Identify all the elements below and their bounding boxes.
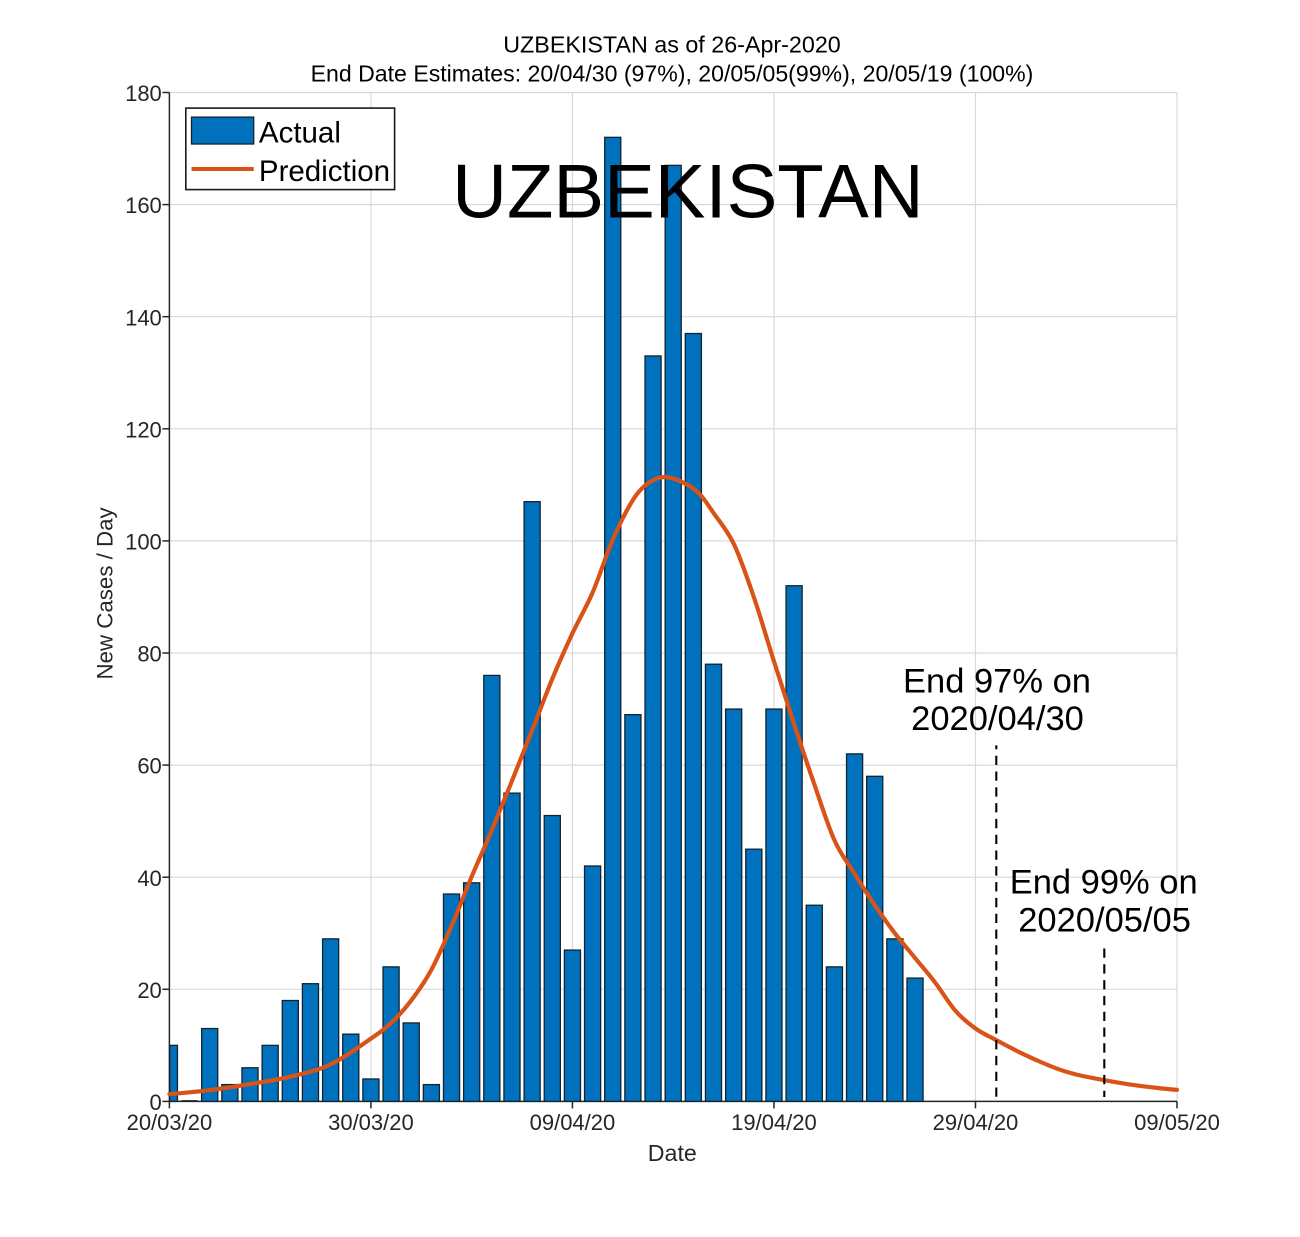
svg-text:End 99% on: End 99% on [1010,864,1198,902]
svg-text:09/05/20: 09/05/20 [1134,1110,1220,1135]
svg-text:2020/04/30: 2020/04/30 [911,700,1084,738]
svg-text:29/04/20: 29/04/20 [933,1110,1019,1135]
svg-text:80: 80 [137,642,161,667]
svg-text:140: 140 [125,305,162,330]
svg-text:End Date Estimates: 20/04/30 (: End Date Estimates: 20/04/30 (97%), 20/0… [311,60,1034,86]
svg-text:0: 0 [150,1090,162,1115]
svg-text:09/04/20: 09/04/20 [530,1110,616,1135]
svg-text:Date: Date [648,1140,697,1166]
svg-text:20/03/20: 20/03/20 [127,1110,213,1135]
svg-text:20: 20 [137,978,161,1003]
svg-text:Prediction: Prediction [259,155,390,188]
svg-text:180: 180 [125,81,162,106]
svg-text:Actual: Actual [259,117,341,150]
svg-text:2020/05/05: 2020/05/05 [1018,902,1191,940]
svg-text:120: 120 [125,417,162,442]
svg-text:19/04/20: 19/04/20 [731,1110,817,1135]
svg-text:40: 40 [137,866,161,891]
svg-text:End 97% on: End 97% on [903,663,1091,701]
svg-text:New Cases / Day: New Cases / Day [93,506,118,679]
svg-text:30/03/20: 30/03/20 [328,1110,414,1135]
svg-text:UZBEKISTAN as of 26-Apr-2020: UZBEKISTAN as of 26-Apr-2020 [503,32,841,58]
svg-text:UZBEKISTAN: UZBEKISTAN [452,150,924,235]
svg-text:100: 100 [125,530,162,555]
svg-text:60: 60 [137,754,161,779]
svg-text:160: 160 [125,193,162,218]
